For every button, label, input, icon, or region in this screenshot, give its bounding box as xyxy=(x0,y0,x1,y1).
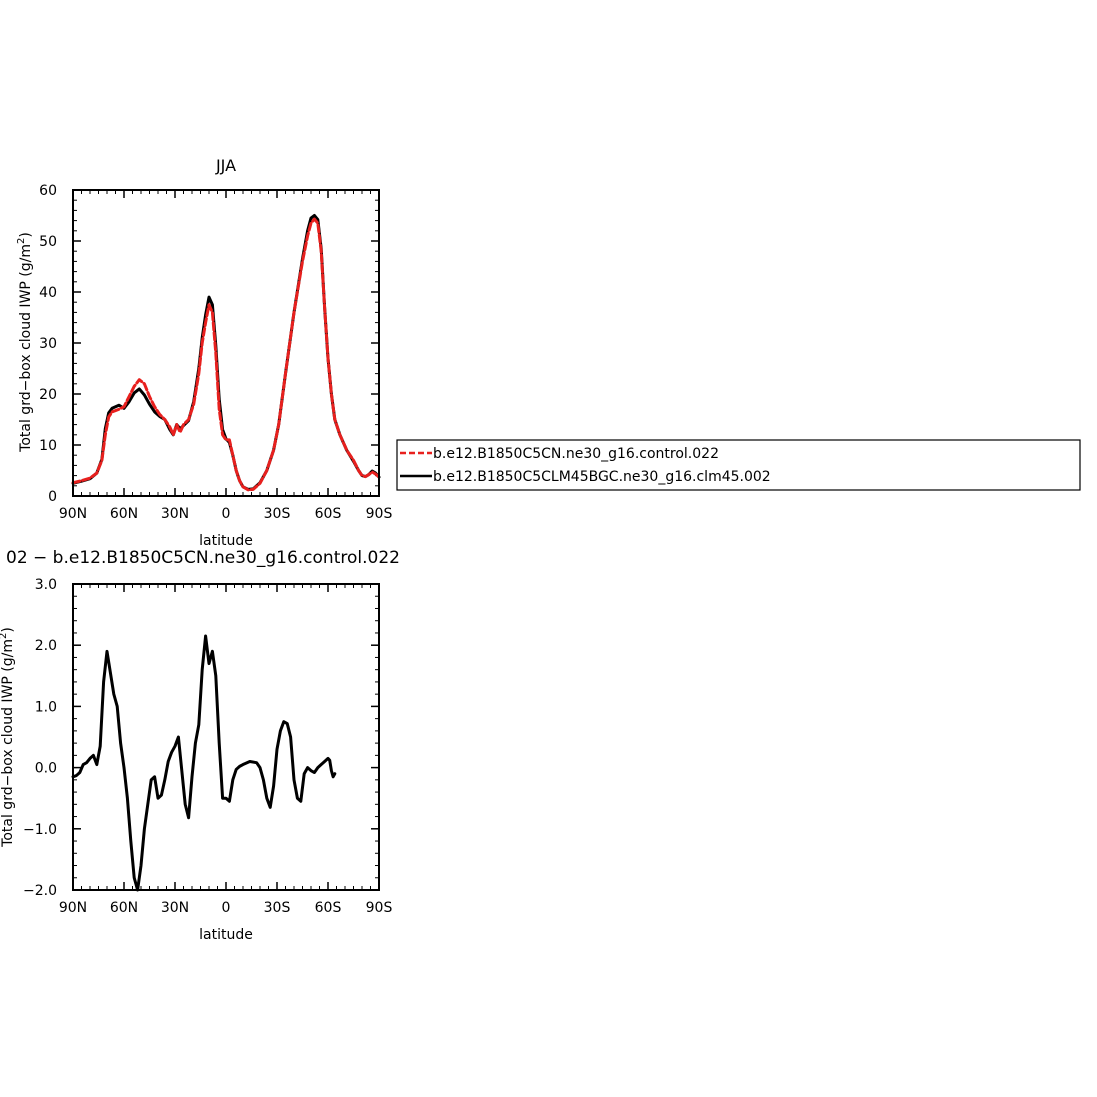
top-chart-frame xyxy=(72,189,380,497)
x-tick-label: 60N xyxy=(110,900,138,916)
x-tick-label: 90N xyxy=(59,506,87,522)
y-tick-label: 1.0 xyxy=(35,699,57,715)
x-tick-label: 30S xyxy=(264,506,291,522)
x-tick-label: 90S xyxy=(366,900,393,916)
x-tick-label: 60S xyxy=(315,900,342,916)
bottom-chart-title: 02 − b.e12.B1850C5CN.ne30_g16.control.02… xyxy=(6,548,400,568)
x-tick-label: 0 xyxy=(222,900,231,916)
legend-label-control: b.e12.B1850C5CN.ne30_g16.control.022 xyxy=(433,446,719,462)
bottom-chart-ticks: 90N 60N 30N 0 30S 60S 90S −2.0 −1.0 0.0 1.0 2.0 3.0 xyxy=(23,577,392,916)
bottom-chart-series xyxy=(71,634,337,892)
series-line-0 xyxy=(71,634,337,892)
series-line-1 xyxy=(71,214,381,491)
bottom-chart-ylabel: Total grd−box cloud IWP (g/m2) xyxy=(0,627,16,848)
top-chart: JJA Total grd−box cloud IWP (g/m2) latit… xyxy=(16,156,392,549)
bottom-chart-xlabel: latitude xyxy=(199,927,253,943)
y-tick-label: 60 xyxy=(39,183,57,199)
y-tick-label: −2.0 xyxy=(23,883,57,899)
x-tick-label: 60S xyxy=(315,506,342,522)
x-tick-label: 30N xyxy=(161,506,189,522)
legend: b.e12.B1850C5CN.ne30_g16.control.022 b.e… xyxy=(396,439,1081,491)
bottom-chart-frame xyxy=(72,583,380,891)
x-tick-label: 30N xyxy=(161,900,189,916)
series-line-0 xyxy=(71,217,381,492)
x-tick-label: 0 xyxy=(222,506,231,522)
bottom-chart: 02 − b.e12.B1850C5CN.ne30_g16.control.02… xyxy=(0,548,400,943)
top-chart-ylabel: Total grd−box cloud IWP (g/m2) xyxy=(16,232,34,453)
x-tick-label: 90S xyxy=(366,506,393,522)
y-tick-label: 50 xyxy=(39,234,57,250)
y-tick-label: 2.0 xyxy=(35,638,57,654)
x-tick-label: 30S xyxy=(264,900,291,916)
y-tick-label: 20 xyxy=(39,387,57,403)
y-tick-label: 0 xyxy=(48,489,57,505)
x-tick-label: 60N xyxy=(110,506,138,522)
y-tick-label: 40 xyxy=(39,285,57,301)
y-tick-label: −1.0 xyxy=(23,822,57,838)
y-tick-label: 0.0 xyxy=(35,761,57,777)
legend-label-clm45: b.e12.B1850C5CLM45BGC.ne30_g16.clm45.002 xyxy=(433,469,771,485)
x-tick-label: 90N xyxy=(59,900,87,916)
top-chart-title: JJA xyxy=(215,156,236,175)
top-chart-xlabel: latitude xyxy=(199,533,253,549)
y-tick-label: 30 xyxy=(39,336,57,352)
top-chart-series xyxy=(71,214,381,492)
legend-frame xyxy=(396,439,1081,491)
y-tick-label: 3.0 xyxy=(35,577,57,593)
y-tick-label: 10 xyxy=(39,438,57,454)
